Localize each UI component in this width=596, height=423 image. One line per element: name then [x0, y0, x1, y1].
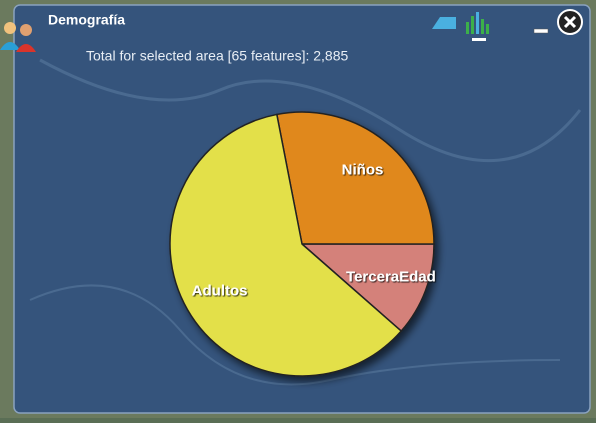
close-button[interactable] — [558, 10, 582, 34]
pie — [170, 112, 434, 376]
slice-label: Adultos — [192, 282, 248, 299]
widget: Demografía Total for selected area [65 f… — [0, 0, 596, 418]
slice-label: TerceraEdad — [346, 269, 436, 286]
page: Demografía Total for selected area [65 f… — [0, 0, 596, 418]
subtitle: Total for selected area [65 features]: 2… — [86, 48, 348, 64]
window-title: Demografía — [48, 12, 125, 28]
minimize-button[interactable] — [534, 29, 548, 33]
slice-label: Niños — [342, 162, 384, 179]
